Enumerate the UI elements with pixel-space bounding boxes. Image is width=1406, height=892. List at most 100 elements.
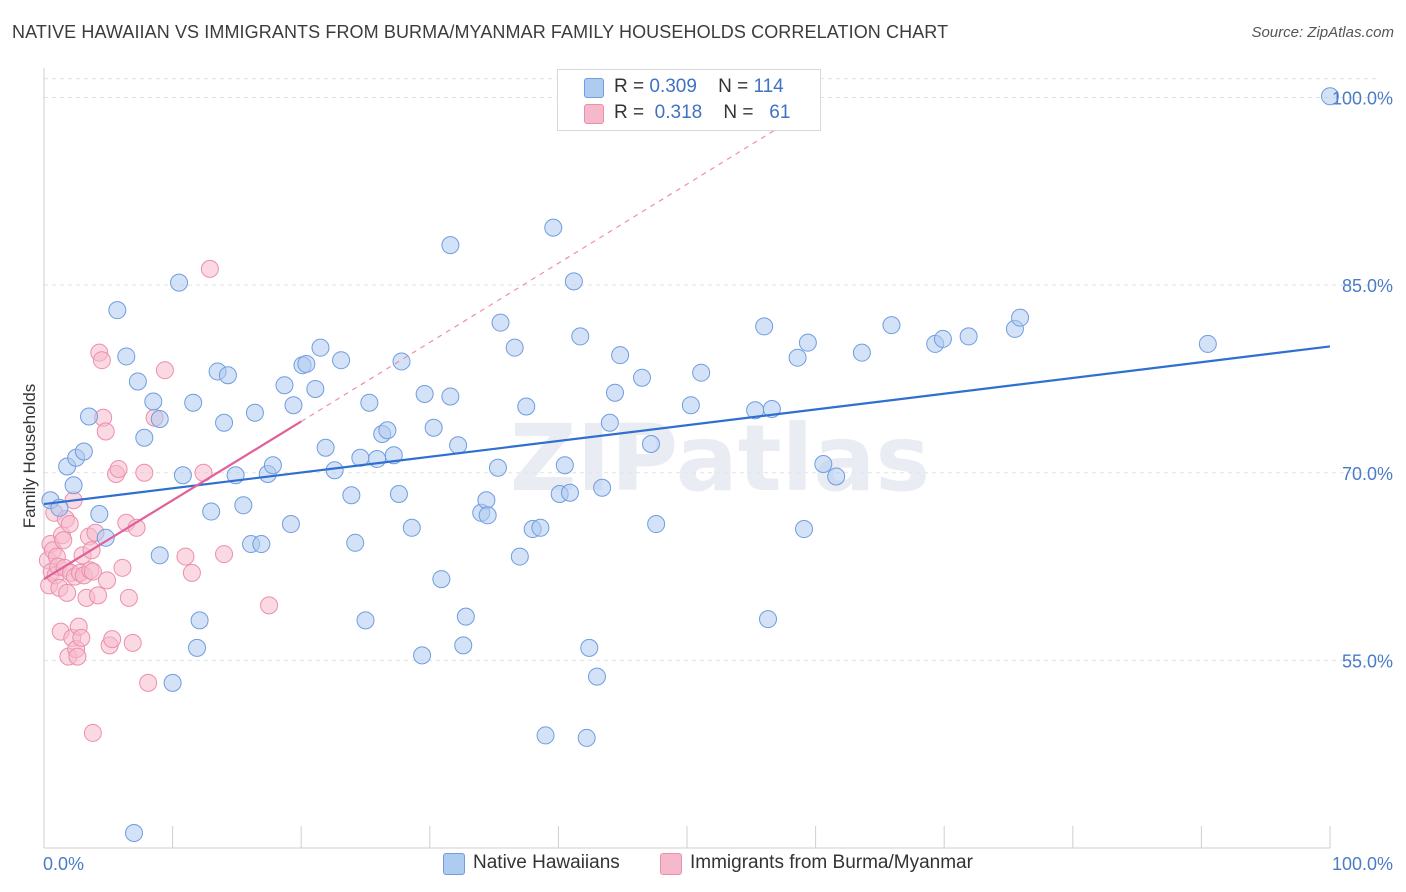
watermark: ZIPatlas	[510, 405, 930, 512]
blue-trend-line	[43, 345, 1331, 506]
pink-point	[155, 361, 174, 380]
y-tick-label: 85.0%	[1342, 276, 1393, 296]
blue-point	[332, 351, 351, 370]
blue-point	[544, 218, 563, 237]
grid-lines	[44, 78, 1380, 661]
legend-swatch-blue	[584, 78, 604, 98]
blue-point	[755, 317, 774, 336]
trend-lines	[43, 128, 1331, 581]
blue-point	[564, 272, 583, 291]
pink-point	[260, 596, 279, 615]
legend-n-value: 61	[769, 102, 791, 123]
pink-point	[176, 547, 195, 566]
pink-point	[83, 723, 102, 742]
blue-point	[510, 547, 529, 566]
blue-point	[827, 467, 846, 486]
blue-point	[356, 611, 375, 630]
blue-point	[346, 533, 365, 552]
legend-r-label: R =	[614, 76, 645, 97]
legend-swatch-pink	[584, 104, 604, 124]
pink-point	[113, 558, 132, 577]
blue-point	[90, 505, 109, 524]
blue-point	[454, 636, 473, 655]
pink-trend-extension	[300, 128, 778, 422]
blue-point	[392, 352, 411, 371]
blue-point	[759, 610, 778, 629]
blue-point	[342, 486, 361, 505]
pink-point	[92, 351, 111, 370]
blue-point	[64, 476, 83, 495]
blue-point	[215, 413, 234, 432]
axes	[43, 68, 1331, 849]
blue-point	[252, 535, 271, 554]
blue-point	[795, 520, 814, 539]
pink-point	[182, 563, 201, 582]
blue-point	[281, 515, 300, 534]
pink-point	[98, 571, 117, 590]
pink-point	[54, 531, 73, 550]
blue-point	[263, 456, 282, 475]
blue-point	[882, 316, 901, 335]
legend-n-label: N =	[723, 102, 754, 123]
blue-point	[144, 392, 163, 411]
bottom-legend-label: Immigrants from Burma/Myanmar	[690, 852, 973, 873]
chart-title: NATIVE HAWAIIAN VS IMMIGRANTS FROM BURMA…	[12, 22, 949, 42]
legend-n-label: N =	[718, 76, 749, 97]
blue-point	[378, 421, 397, 440]
y-tick-label: 100.0%	[1332, 89, 1393, 109]
blue-point	[441, 387, 460, 406]
y-tick-label: 55.0%	[1342, 651, 1393, 671]
blue-point	[1198, 334, 1217, 353]
pink-point	[68, 647, 87, 666]
source-credit: Source: ZipAtlas.com	[1251, 24, 1394, 41]
legend-n-value: 114	[753, 76, 784, 97]
pink-point	[83, 562, 102, 581]
blue-point	[587, 667, 606, 686]
blue-point	[170, 273, 189, 292]
blue-point	[96, 528, 115, 547]
blue-point	[150, 546, 169, 565]
x-tick-label: 100.0%	[1332, 854, 1393, 874]
bottom-legend-label: Native Hawaiians	[473, 852, 620, 873]
bottom-legend-swatch-blue	[443, 853, 465, 875]
blue-point	[117, 347, 136, 366]
blue-point	[424, 418, 443, 437]
blue-point	[488, 458, 507, 477]
blue-point	[202, 502, 221, 521]
blue-point	[135, 428, 154, 447]
blue-point	[456, 607, 475, 626]
pink-trend-line	[43, 420, 302, 581]
pink-point	[58, 583, 77, 602]
blue-point	[80, 407, 99, 426]
x-tick-label: 0.0%	[43, 854, 84, 874]
blue-point	[306, 379, 325, 398]
blue-point	[297, 354, 316, 373]
blue-point	[605, 383, 624, 402]
blue-point	[478, 506, 497, 525]
blue-point	[275, 376, 294, 395]
blue-point	[571, 327, 590, 346]
y-axis-label: Family Households	[20, 384, 39, 529]
blue-point	[441, 236, 460, 255]
blue-point	[505, 338, 524, 357]
blue-point	[325, 461, 344, 480]
blue-point	[600, 413, 619, 432]
blue-point	[218, 366, 237, 385]
blue-point	[402, 518, 421, 537]
y-tick-label: 70.0%	[1342, 464, 1393, 484]
x-tick-labels: 0.0% 100.0%	[43, 854, 1393, 874]
blue-point	[150, 409, 169, 428]
blue-point	[1321, 87, 1339, 106]
legend-r-label: R =	[614, 102, 645, 123]
blue-point	[449, 436, 468, 455]
pink-point	[96, 422, 115, 441]
pink-point	[215, 545, 234, 564]
blue-point	[814, 455, 833, 474]
blue-point	[125, 823, 144, 842]
blue-point	[536, 726, 555, 745]
blue-point	[188, 638, 207, 657]
blue-point	[284, 396, 303, 415]
legend-r-value: 0.318	[654, 102, 703, 123]
blue-point	[798, 333, 817, 352]
blue-point	[517, 397, 536, 416]
